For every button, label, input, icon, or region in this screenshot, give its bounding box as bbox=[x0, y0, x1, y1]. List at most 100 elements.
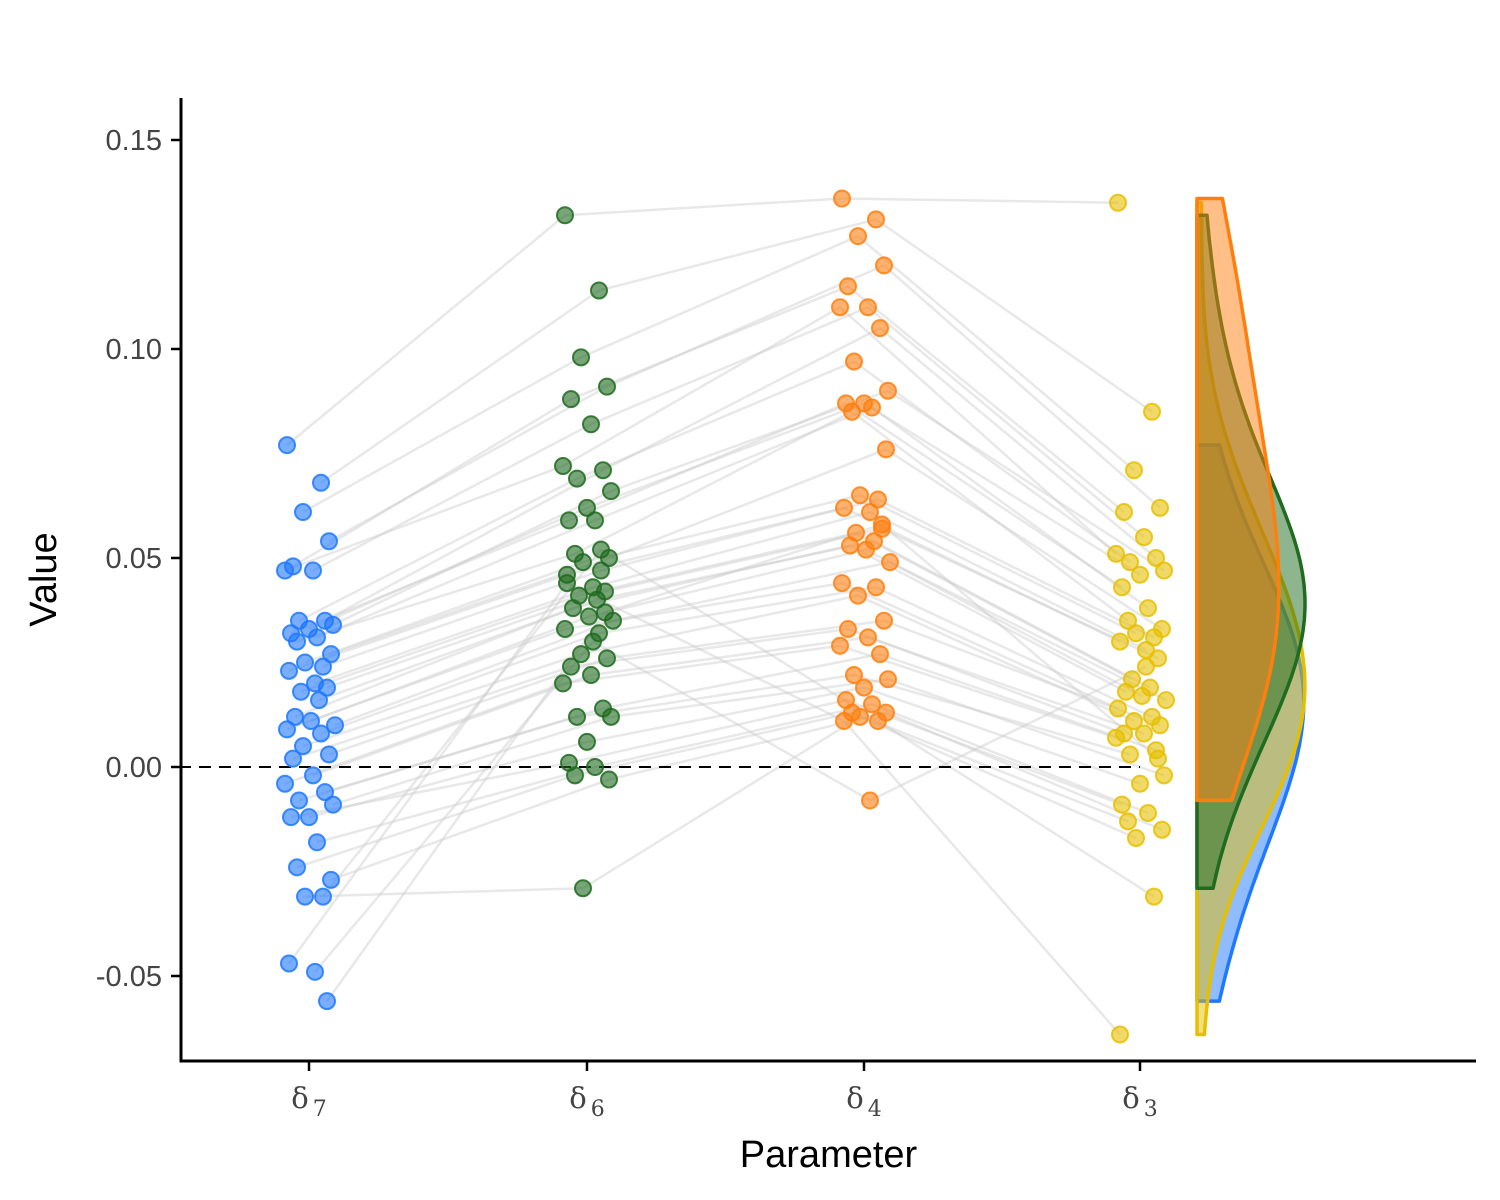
data-point bbox=[308, 833, 326, 852]
data-point bbox=[871, 645, 889, 664]
data-point bbox=[286, 707, 304, 726]
connector-line bbox=[867, 636, 1145, 735]
data-point bbox=[592, 540, 610, 559]
connector-line bbox=[869, 665, 1147, 802]
connector-line bbox=[292, 665, 572, 760]
data-point bbox=[296, 653, 314, 672]
data-point bbox=[1153, 820, 1171, 839]
connector-line bbox=[320, 632, 600, 735]
data-point bbox=[578, 732, 596, 751]
data-point bbox=[849, 586, 867, 605]
data-point bbox=[839, 620, 857, 639]
data-point bbox=[843, 402, 861, 421]
connector-line bbox=[324, 707, 604, 794]
data-point bbox=[306, 962, 324, 981]
data-point bbox=[857, 540, 875, 559]
data-point bbox=[324, 615, 342, 634]
data-point bbox=[308, 628, 326, 647]
connector-line bbox=[284, 682, 564, 785]
connector-line bbox=[859, 715, 1137, 840]
connector-line bbox=[881, 527, 1159, 660]
connector-line bbox=[312, 673, 592, 777]
connector-line bbox=[304, 886, 584, 898]
data-point bbox=[1111, 1025, 1129, 1044]
connector-line bbox=[304, 561, 584, 664]
data-point bbox=[554, 457, 572, 476]
data-point bbox=[1109, 699, 1127, 718]
data-point bbox=[1137, 657, 1155, 676]
paired-connector-lines bbox=[284, 197, 1167, 1036]
data-point bbox=[586, 758, 604, 776]
data-point bbox=[851, 486, 869, 505]
data-point bbox=[588, 590, 606, 609]
data-point bbox=[833, 189, 851, 208]
data-point bbox=[578, 498, 596, 517]
connector-line bbox=[606, 619, 885, 660]
connector-line bbox=[847, 627, 1125, 735]
data-point bbox=[586, 511, 604, 530]
y-axis-title: Value bbox=[23, 532, 65, 626]
connector-line bbox=[330, 778, 610, 882]
connector-line bbox=[845, 402, 1123, 589]
connector-line bbox=[566, 581, 845, 723]
connector-line bbox=[841, 581, 1119, 710]
data-point bbox=[326, 716, 344, 735]
connector-line bbox=[849, 544, 1127, 693]
data-point bbox=[1131, 565, 1149, 584]
y-axis-ticks: -0.05 0.00 0.05 0.10 0.15 bbox=[96, 125, 181, 993]
data-point bbox=[1113, 578, 1131, 597]
data-point bbox=[869, 712, 887, 731]
connector-line bbox=[570, 285, 849, 401]
data-point bbox=[584, 632, 602, 651]
data-point bbox=[564, 599, 582, 618]
data-point bbox=[877, 440, 895, 459]
data-point bbox=[568, 469, 586, 488]
density-cloud bbox=[1195, 196, 1281, 803]
connector-line bbox=[598, 586, 877, 635]
connector-line bbox=[328, 657, 608, 756]
data-point bbox=[1125, 461, 1143, 480]
connector-line bbox=[871, 703, 1149, 815]
data-point bbox=[833, 574, 851, 593]
data-point bbox=[1135, 724, 1153, 743]
data-point bbox=[572, 348, 590, 367]
connector-line bbox=[570, 627, 849, 668]
data-point bbox=[310, 691, 328, 710]
connector-line bbox=[588, 548, 867, 618]
data-point bbox=[596, 603, 614, 622]
data-point bbox=[574, 553, 592, 572]
data-point bbox=[1145, 628, 1163, 647]
connector-line bbox=[286, 627, 566, 731]
data-point bbox=[855, 678, 873, 697]
connector-line bbox=[592, 640, 871, 802]
data-point bbox=[562, 390, 580, 409]
connector-line bbox=[871, 406, 1149, 610]
data-point bbox=[1143, 402, 1161, 421]
data-point bbox=[290, 791, 308, 810]
data-point bbox=[318, 992, 336, 1011]
data-point bbox=[282, 808, 300, 827]
connector-line bbox=[562, 644, 841, 685]
connector-line bbox=[586, 686, 865, 744]
data-point bbox=[1139, 803, 1157, 822]
connector-line bbox=[568, 402, 847, 522]
connector-line bbox=[606, 264, 885, 388]
connector-line bbox=[300, 594, 580, 693]
connector-line bbox=[302, 356, 582, 514]
connector-line bbox=[298, 715, 578, 802]
density-clouds bbox=[1195, 196, 1307, 1037]
data-point bbox=[879, 381, 897, 400]
connector-line bbox=[314, 586, 594, 685]
connector-line bbox=[859, 494, 1137, 635]
connector-line bbox=[296, 774, 576, 869]
connector-line bbox=[590, 306, 869, 426]
connector-line bbox=[857, 594, 1135, 723]
connector-line bbox=[286, 214, 566, 447]
data-point bbox=[839, 277, 857, 296]
data-point bbox=[1107, 544, 1125, 563]
connector-line bbox=[320, 289, 600, 484]
connector-line bbox=[602, 326, 881, 472]
